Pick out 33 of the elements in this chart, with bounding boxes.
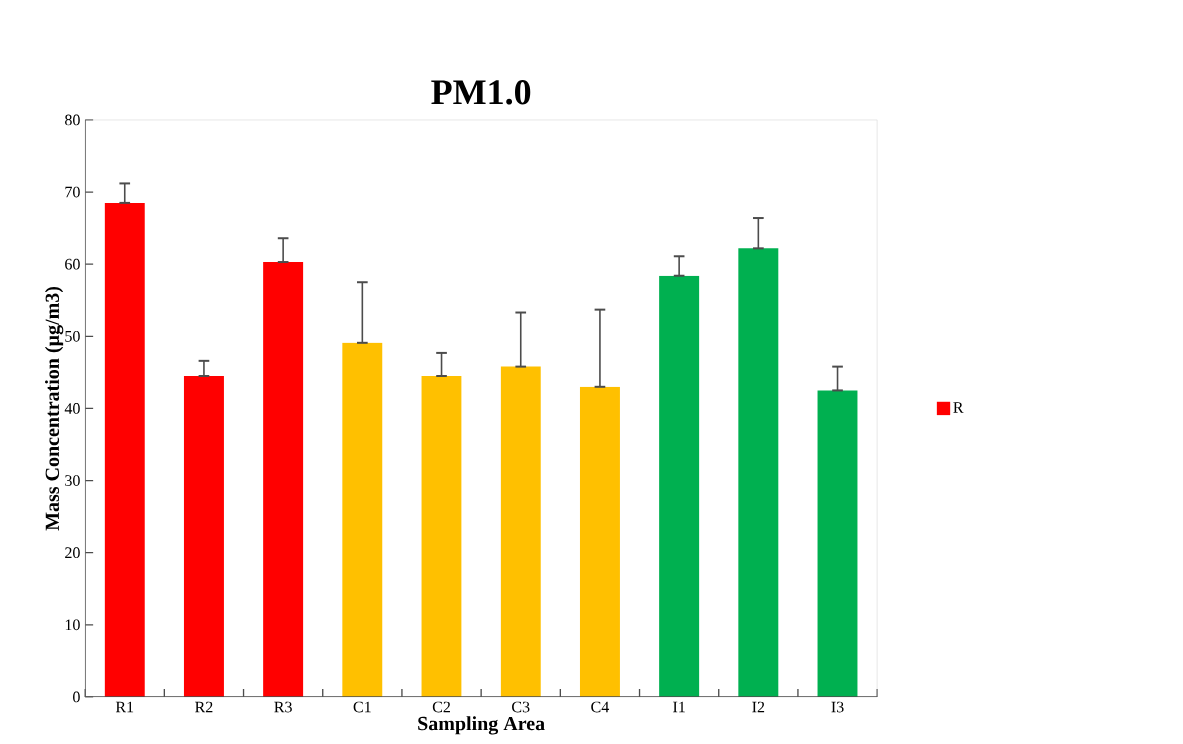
bar	[183, 375, 224, 697]
chart-title: PM1.0	[431, 80, 531, 105]
y-tick-label: 10	[65, 619, 80, 631]
x-tick-label: C2	[432, 701, 450, 713]
bar	[421, 375, 462, 697]
x-tick-label: I3	[831, 701, 844, 713]
x-tick-label: I1	[673, 701, 685, 713]
bar	[579, 386, 620, 697]
bar	[104, 202, 145, 697]
x-tick-label: R3	[274, 701, 292, 713]
y-tick-label: 20	[65, 547, 80, 559]
y-axis-title: Mass Concentration (µg/m3)	[45, 286, 64, 531]
bar	[263, 262, 304, 697]
y-tick-label: 60	[65, 258, 80, 270]
y-tick-label: 80	[65, 114, 80, 126]
bar	[659, 275, 700, 697]
x-tick-label: C1	[353, 701, 371, 713]
x-axis-title: Sampling Area	[418, 716, 545, 735]
x-tick-label: C4	[591, 701, 610, 713]
y-tick-label: 50	[65, 330, 80, 342]
x-tick-label: R1	[115, 701, 134, 713]
y-tick-label: 40	[64, 403, 80, 414]
legend-label: R	[953, 402, 964, 413]
x-tick-label: R2	[195, 701, 213, 713]
bar	[738, 248, 779, 697]
bar	[342, 342, 383, 697]
y-tick-label: 0	[73, 691, 80, 703]
x-tick-label: I2	[752, 701, 765, 713]
bar	[817, 390, 858, 697]
bar	[500, 366, 541, 697]
y-tick-label: 30	[65, 475, 80, 486]
x-tick-label: C3	[512, 701, 530, 713]
y-tick-label: 70	[65, 186, 80, 198]
